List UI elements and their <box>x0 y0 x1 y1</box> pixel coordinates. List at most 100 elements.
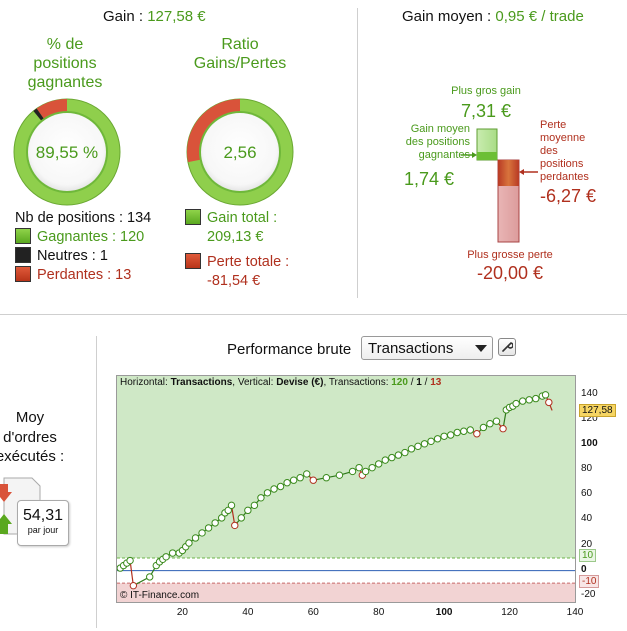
legend-losers: Perdantes : 13 <box>15 266 151 285</box>
green-square-icon <box>15 228 31 244</box>
y-tick-label: 40 <box>581 513 593 525</box>
orders-value: 54,31 <box>22 507 64 524</box>
ratio-donut-value: 2,56 <box>223 143 257 162</box>
data-point <box>211 519 219 527</box>
data-point <box>427 437 435 445</box>
data-point <box>407 445 416 453</box>
data-point <box>460 427 468 435</box>
data-point <box>375 460 383 468</box>
max-gain-value: 7,31 € <box>460 101 512 121</box>
gain-total-label: Gain total : <box>207 210 278 226</box>
green-square-icon <box>185 209 201 225</box>
gain-label: Gain : <box>103 8 148 25</box>
data-point <box>168 549 177 557</box>
loss-total-value: -81,54 € <box>207 273 261 289</box>
data-point <box>146 573 154 581</box>
avg-loss-value: -6,27 € <box>540 186 597 206</box>
data-point <box>473 430 481 438</box>
gain-moyen-header: Gain moyen : 0,95 € / trade <box>402 8 584 25</box>
black-square-icon <box>15 247 31 263</box>
performance-chart-frame: Horizontal: Transactions, Vertical: Devi… <box>116 375 576 603</box>
info-sep2: / <box>421 377 431 388</box>
y-tick-label: 0 <box>581 563 587 575</box>
data-point <box>270 485 278 493</box>
range-graphic <box>461 128 538 243</box>
chart-copyright: © IT-Finance.com <box>120 590 200 601</box>
data-point <box>244 506 252 515</box>
data-point <box>237 514 246 522</box>
chevron-down-icon <box>475 345 487 352</box>
info-h-label: Horizontal: <box>120 377 171 388</box>
x-tick-label: 20 <box>176 607 188 618</box>
lower-band-badge: -10 <box>579 575 600 588</box>
performance-chart <box>117 376 575 602</box>
data-point <box>420 440 429 448</box>
red-square-icon <box>185 253 201 269</box>
avg-loss-marker <box>498 160 519 186</box>
x-tick-label: 80 <box>373 607 385 618</box>
legend-neutral: Neutres : 1 <box>15 247 151 266</box>
orders-unit: par jour <box>27 525 59 535</box>
winners-text: Gagnantes : 120 <box>37 229 145 245</box>
data-point <box>162 553 170 561</box>
data-point <box>198 529 206 537</box>
last-value-badge: 127,58 <box>579 404 616 417</box>
data-point <box>518 397 527 405</box>
info-t-label: , Transactions: <box>323 377 392 388</box>
performance-label: Performance brute <box>227 341 352 358</box>
losers-text: Perdantes : 13 <box>37 267 132 283</box>
red-square-icon <box>15 266 31 282</box>
info-losses: 13 <box>430 377 442 388</box>
positions-donut <box>13 98 121 206</box>
settings-button[interactable] <box>498 338 516 356</box>
y-tick-label: 100 <box>581 438 598 450</box>
data-point <box>185 539 193 547</box>
data-point <box>453 428 461 437</box>
performance-select[interactable]: Transactions <box>361 336 493 360</box>
data-point <box>499 425 507 433</box>
y-tick-label: 80 <box>581 463 593 475</box>
info-v-value: Devise (€) <box>276 377 324 388</box>
avg-loss-label: Perte moyenne des positions perdantes <box>540 119 589 183</box>
legend-winners: Gagnantes : 120 <box>15 228 151 247</box>
data-point <box>541 391 550 399</box>
info-sep1: / <box>407 377 417 388</box>
data-point <box>440 432 448 440</box>
avg-gain-arrowhead <box>472 152 477 158</box>
performance-select-value: Transactions <box>368 340 454 357</box>
info-v-label: , Vertical: <box>232 377 277 388</box>
gain-value: 127,58 € <box>147 8 206 25</box>
data-point <box>129 581 138 590</box>
wrench-icon <box>502 342 514 352</box>
up-arrow-icon <box>0 514 12 534</box>
x-tick-label: 140 <box>566 607 584 618</box>
avg-gain-marker <box>477 152 497 160</box>
x-tick-label: 100 <box>435 607 453 618</box>
data-point <box>381 456 389 464</box>
avg-gain-value: 1,74 € <box>404 169 455 189</box>
gain-moyen-label: Gain moyen : <box>402 8 496 25</box>
neutral-text: Neutres : 1 <box>37 248 108 264</box>
data-point <box>525 396 533 404</box>
max-loss-value: -20,00 € <box>476 263 544 283</box>
max-loss-label: Plus grosse perte <box>467 249 553 261</box>
total-positions: Nb de positions : 134 <box>15 210 152 226</box>
y-tick-label: 120 <box>581 412 598 424</box>
info-h-value: Transactions <box>170 377 233 388</box>
max-gain-label: Plus gros gain <box>451 85 521 97</box>
y-tick-label: 20 <box>581 538 593 550</box>
gain-total-value: 209,13 € <box>207 229 264 245</box>
data-point <box>335 471 344 479</box>
gain-total: Gain total : <box>185 209 289 228</box>
info-wins: 120 <box>391 377 408 388</box>
totals-legend: Gain total : 209,13 € Perte totale : -81… <box>185 209 289 291</box>
data-point <box>512 399 520 408</box>
data-point <box>250 501 259 510</box>
gain-header: Gain : 127,58 € <box>103 8 206 25</box>
ratio-donut <box>186 98 294 206</box>
y-tick-label: -20 <box>581 588 596 600</box>
data-point <box>263 489 272 497</box>
data-point <box>283 479 291 487</box>
loss-total-label: Perte totale : <box>207 254 290 270</box>
data-point <box>296 474 304 482</box>
